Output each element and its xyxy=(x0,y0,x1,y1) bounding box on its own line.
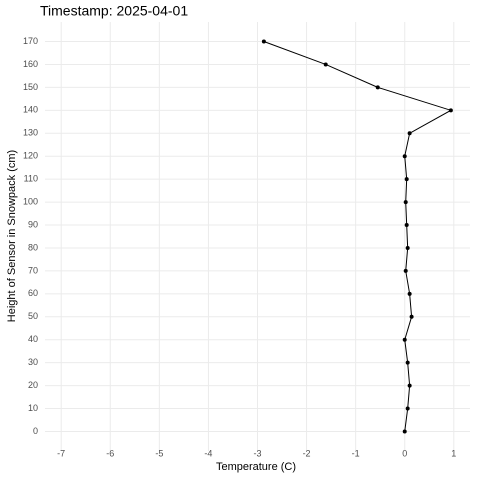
x-tick-label: -2 xyxy=(303,448,311,458)
y-tick-label: 120 xyxy=(23,151,38,161)
point xyxy=(405,360,410,365)
line xyxy=(263,41,453,432)
point xyxy=(403,200,408,205)
y-tick-label: 20 xyxy=(28,380,38,390)
point xyxy=(261,39,266,44)
point xyxy=(375,85,380,90)
y-tick-label: 140 xyxy=(23,105,38,115)
point xyxy=(405,406,410,411)
x-tick-label: -5 xyxy=(155,448,163,458)
x-tick-label: 0 xyxy=(402,448,407,458)
point xyxy=(407,383,412,388)
y-tick-label: 100 xyxy=(23,196,38,206)
y-tick-label: 60 xyxy=(28,288,38,298)
y-tick-label: 30 xyxy=(28,357,38,367)
point xyxy=(402,154,407,159)
chart-title: Timestamp: 2025-04-01 xyxy=(40,3,188,19)
x-tick-label: -7 xyxy=(57,448,65,458)
y-tick-label: 110 xyxy=(24,174,38,184)
point xyxy=(402,337,407,342)
point xyxy=(402,429,407,434)
y-tick-label: 170 xyxy=(23,36,38,46)
y-tick-label: 10 xyxy=(28,403,38,413)
point xyxy=(448,108,453,113)
point xyxy=(323,62,328,67)
x-tick-label: -3 xyxy=(253,448,261,458)
y-tick-label: 90 xyxy=(28,219,38,229)
point xyxy=(404,177,409,182)
x-tick-label: -1 xyxy=(352,448,360,458)
y-axis-label: Height of Sensor in Snowpack (cm) xyxy=(6,150,18,322)
x-tick-label: -4 xyxy=(204,448,212,458)
y-tick-label: 0 xyxy=(33,426,38,436)
y-tick-label: 160 xyxy=(23,59,38,69)
point xyxy=(407,291,412,296)
point xyxy=(405,245,410,250)
point xyxy=(409,314,414,319)
x-tick-label: -6 xyxy=(106,448,114,458)
y-tick-label: 50 xyxy=(28,311,38,321)
x-tick-label: 1 xyxy=(451,448,456,458)
y-tick-label: 70 xyxy=(28,265,38,275)
point xyxy=(407,131,412,136)
y-tick-label: 40 xyxy=(28,334,38,344)
x-axis-label: Temperature (C) xyxy=(216,461,296,473)
y-tick-label: 150 xyxy=(23,82,38,92)
y-tick-label: 80 xyxy=(28,242,38,252)
y-tick-label: 130 xyxy=(23,128,38,138)
point xyxy=(404,223,409,228)
point xyxy=(403,268,408,273)
